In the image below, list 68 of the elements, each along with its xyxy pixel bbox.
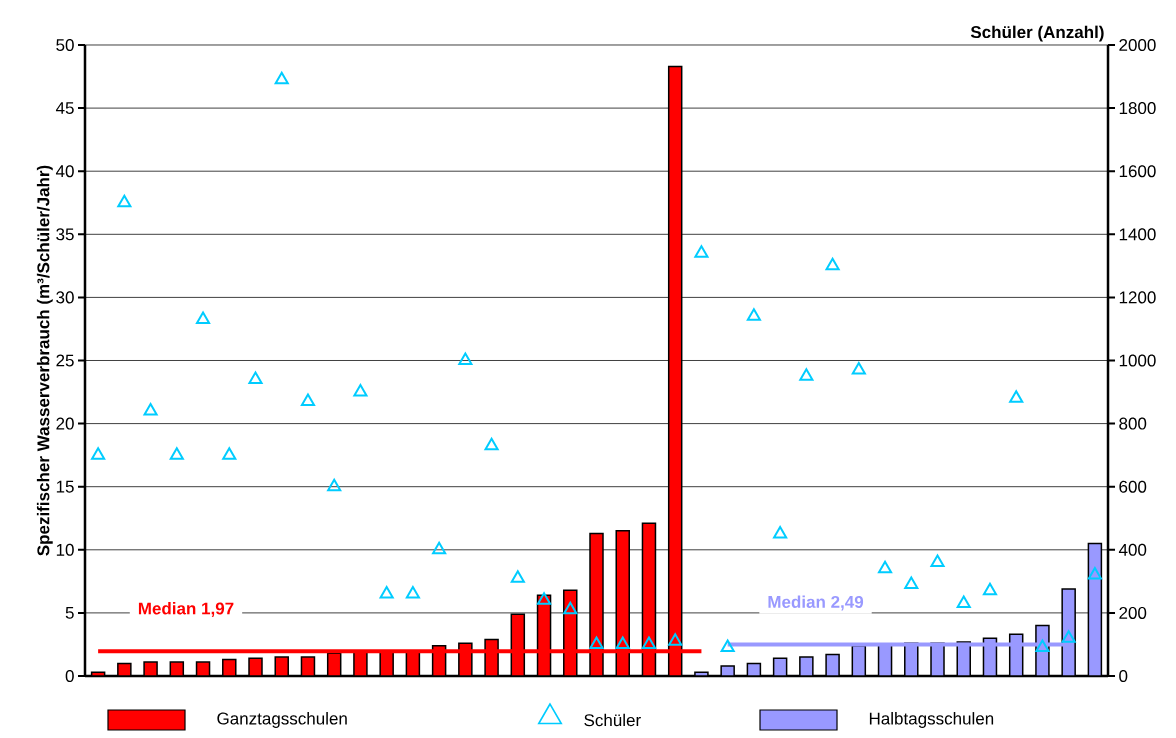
point: [720, 639, 735, 653]
point: [117, 194, 132, 208]
y-tick-label: 35: [56, 228, 74, 241]
point: [353, 384, 368, 397]
legend-label: Ganztagsschulen: [217, 712, 347, 728]
point: [274, 71, 289, 85]
y2-axis-title: Schüler (Anzahl): [970, 25, 1104, 42]
y-tick-label: 15: [56, 480, 74, 493]
text: Median 1,97: [138, 602, 234, 617]
point: [510, 570, 525, 583]
point: [615, 636, 630, 649]
point: [851, 361, 866, 375]
point: [799, 368, 814, 381]
point: [327, 478, 342, 492]
y-tick-label: 30: [56, 291, 74, 304]
point: [694, 245, 709, 258]
point: [300, 393, 316, 407]
text: Median 2,49: [768, 595, 864, 611]
point: [930, 554, 945, 567]
y-tick-label: 10: [56, 543, 74, 556]
point: [825, 257, 840, 271]
point: [536, 592, 552, 605]
point: [956, 595, 971, 608]
point: [405, 585, 420, 599]
point: [773, 526, 788, 539]
point: [222, 447, 237, 460]
y-tick-label: 50: [56, 38, 74, 52]
point: [641, 636, 657, 649]
y2-tick-label: 600: [1119, 480, 1147, 493]
y-tick-label: 25: [56, 354, 74, 367]
point: [484, 437, 499, 451]
y2-tick-label: 1400: [1119, 228, 1156, 241]
point: [169, 447, 184, 460]
y2-tick-label: 800: [1119, 417, 1147, 430]
point: [458, 352, 473, 365]
y2-tick-label: 2000: [1119, 38, 1156, 52]
point: [1009, 390, 1024, 403]
y-tick-label: 20: [56, 417, 74, 430]
y-tick-label: 0: [65, 669, 74, 683]
point: [195, 311, 211, 324]
y-tick-label: 40: [55, 165, 74, 178]
point: [563, 601, 578, 615]
point: [982, 582, 998, 596]
point: [904, 576, 919, 589]
legend-label: Halbtagsschulen: [869, 712, 994, 728]
point: [143, 402, 158, 416]
point: [379, 585, 394, 599]
point: [589, 636, 604, 649]
y2-tick-label: 200: [1119, 606, 1147, 619]
y2-tick-label: 400: [1118, 543, 1147, 556]
y2-tick-label: 1200: [1119, 291, 1156, 304]
y2-tick-label: 1800: [1119, 102, 1156, 115]
y2-tick-label: 1000: [1119, 354, 1156, 367]
y2-tick-label: 0: [1119, 669, 1128, 683]
legend-label: Schüler: [584, 713, 641, 727]
point: [1035, 639, 1050, 653]
point: [746, 308, 761, 321]
point: [248, 371, 263, 384]
point: [1087, 567, 1102, 580]
y-axis-title: Spezifischer Wasserverbrauch (m³/Schüler/Jahr): [36, 165, 53, 556]
point: [1061, 630, 1076, 643]
y2-tick-label: 1600: [1119, 165, 1156, 178]
point: [432, 541, 447, 555]
y-tick-label: 5: [65, 606, 74, 619]
point: [91, 447, 106, 460]
y-tick-label: 45: [55, 102, 74, 115]
point: [668, 633, 683, 646]
point: [877, 560, 893, 574]
